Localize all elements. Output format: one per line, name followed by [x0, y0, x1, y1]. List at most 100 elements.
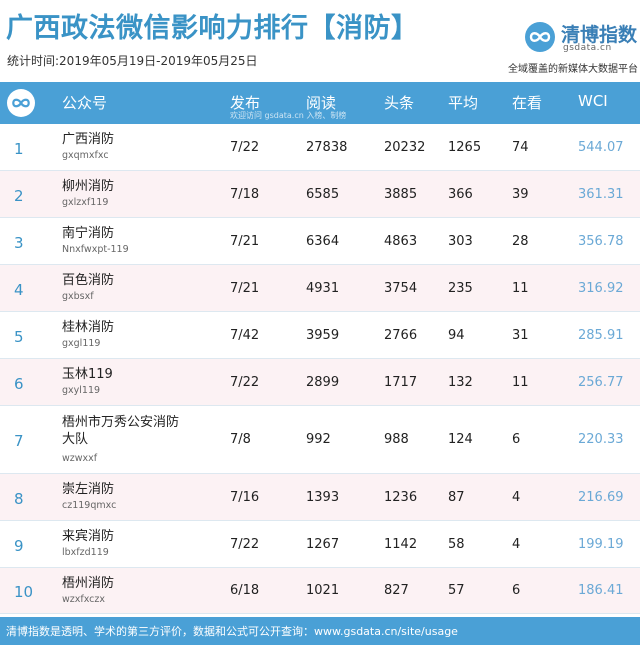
publish-count: 6/18 — [230, 583, 260, 598]
watching-count: 31 — [512, 328, 529, 343]
read-count: 1021 — [306, 583, 340, 598]
column-header-average: 平均 — [448, 94, 479, 112]
rank-number: 4 — [14, 281, 24, 299]
headline-read-count: 3885 — [384, 187, 418, 202]
table-row: 4 百色消防 gxbsxf 7/21 4931 3754 235 11 316.92 — [0, 265, 640, 312]
account-id: gxbsxf — [62, 291, 94, 302]
account-name: 百色消防 — [62, 273, 115, 288]
watching-count: 11 — [512, 375, 529, 390]
account-name: 梧州市万秀公安消防大队 — [62, 415, 180, 447]
headline-read-count: 2766 — [384, 328, 418, 343]
wci-score: 544.07 — [578, 140, 624, 155]
table-row: 2 柳州消防 gxlzxf119 7/18 6585 3885 366 39 361.31 — [0, 171, 640, 218]
read-count: 2899 — [306, 375, 340, 390]
account-name: 崇左消防 — [62, 482, 115, 497]
rank-number: 6 — [14, 375, 24, 393]
headline-read-count: 1142 — [384, 537, 418, 552]
wci-score: 285.91 — [578, 328, 624, 343]
read-count: 1393 — [306, 490, 340, 505]
rank-number: 2 — [14, 187, 24, 205]
account-id: cz119qmxc — [62, 500, 117, 511]
wci-score: 356.78 — [578, 234, 624, 249]
account-id: gxlzxf119 — [62, 197, 109, 208]
table-row: 1 广西消防 gxqmxfxc 7/22 27838 20232 1265 74 544.07 — [0, 124, 640, 171]
average-read-count: 124 — [448, 432, 473, 447]
publish-count: 7/16 — [230, 490, 260, 505]
account-id: gxyl119 — [62, 385, 101, 396]
rank-number: 8 — [14, 490, 24, 508]
read-count: 6585 — [306, 187, 340, 202]
read-count: 1267 — [306, 537, 340, 552]
average-read-count: 132 — [448, 375, 473, 390]
rank-number: 9 — [14, 537, 24, 555]
logo-domain: gsdata.cn — [563, 43, 612, 53]
column-header-watching: 在看 — [512, 94, 543, 112]
table-row: 8 崇左消防 cz119qmxc 7/16 1393 1236 87 4 216.69 — [0, 474, 640, 521]
publish-count: 7/22 — [230, 375, 260, 390]
wci-score: 220.33 — [578, 432, 624, 447]
account-name: 梧州消防 — [62, 576, 115, 591]
watching-count: 6 — [512, 432, 521, 447]
header-watermark: 欢迎访问 gsdata.cn 入榜、制榜 — [230, 111, 347, 120]
table-row: 5 桂林消防 gxgl119 7/42 3959 2766 94 31 285.91 — [0, 312, 640, 359]
wci-score: 186.41 — [578, 583, 624, 598]
account-id: lbxfzd119 — [62, 547, 109, 558]
column-header-read: 阅读 — [306, 94, 337, 112]
rank-number: 7 — [14, 432, 24, 450]
table-row: 6 玉林119 gxyl119 7/22 2899 1717 132 11 256.77 — [0, 359, 640, 406]
account-id: wzxfxczx — [62, 594, 106, 605]
logo-text: 清博指数 — [561, 24, 638, 46]
wci-score: 256.77 — [578, 375, 624, 390]
rank-number: 3 — [14, 234, 24, 252]
table-header: 公众号 发布 阅读 头条 平均 在看 WCI 欢迎访问 gsdata.cn 入榜… — [0, 82, 640, 124]
watching-count: 74 — [512, 140, 529, 155]
account-name: 广西消防 — [62, 132, 115, 147]
table-row: 10 梧州消防 wzxfxczx 6/18 1021 827 57 6 186.41 — [0, 568, 640, 614]
statistics-period: 统计时间:2019年05月19日-2019年05月25日 — [7, 54, 258, 68]
report-header: 广西政法微信影响力排行【消防】 统计时间:2019年05月19日-2019年05… — [0, 0, 640, 82]
column-header-publish: 发布 — [230, 94, 261, 112]
table-row: 9 来宾消防 lbxfzd119 7/22 1267 1142 58 4 199.19 — [0, 521, 640, 568]
average-read-count: 366 — [448, 187, 473, 202]
read-count: 992 — [306, 432, 331, 447]
account-name: 南宁消防 — [62, 226, 115, 241]
headline-read-count: 3754 — [384, 281, 418, 296]
infinity-logo-icon — [525, 22, 555, 52]
column-header-wci: WCI — [578, 92, 608, 110]
watching-count: 11 — [512, 281, 529, 296]
account-name: 来宾消防 — [62, 529, 115, 544]
table-row: 3 南宁消防 Nnxfwxpt-119 7/21 6364 4863 303 28 356.78 — [0, 218, 640, 265]
account-id: gxqmxfxc — [62, 150, 109, 161]
publish-count: 7/22 — [230, 537, 260, 552]
headline-read-count: 1717 — [384, 375, 418, 390]
page-title: 广西政法微信影响力排行【消防】 — [6, 13, 419, 44]
wci-score: 216.69 — [578, 490, 624, 505]
publish-count: 7/21 — [230, 281, 260, 296]
watching-count: 39 — [512, 187, 529, 202]
account-id: gxgl119 — [62, 338, 101, 349]
rank-number: 5 — [14, 328, 24, 346]
read-count: 6364 — [306, 234, 340, 249]
table-row: 7 梧州市万秀公安消防大队 wzwxxf 7/8 992 988 124 6 220.33 — [0, 406, 640, 474]
publish-count: 7/42 — [230, 328, 260, 343]
column-header-headline: 头条 — [384, 94, 415, 112]
publish-count: 7/21 — [230, 234, 260, 249]
account-name: 柳州消防 — [62, 179, 115, 194]
headline-read-count: 827 — [384, 583, 409, 598]
column-header-account: 公众号 — [62, 94, 108, 112]
average-read-count: 303 — [448, 234, 473, 249]
publish-count: 7/8 — [230, 432, 251, 447]
watching-count: 6 — [512, 583, 521, 598]
publish-count: 7/22 — [230, 140, 260, 155]
account-name: 玉林119 — [62, 367, 113, 382]
logo-tagline: 全域覆盖的新媒体大数据平台 — [508, 64, 638, 75]
average-read-count: 235 — [448, 281, 473, 296]
footer-text: 清博指数是透明、学术的第三方评价，数据和公式可公开查询：www.gsdata.c… — [6, 625, 458, 638]
infinity-logo-icon — [7, 89, 35, 117]
watching-count: 4 — [512, 537, 521, 552]
rank-number: 10 — [14, 583, 34, 601]
read-count: 3959 — [306, 328, 340, 343]
average-read-count: 87 — [448, 490, 465, 505]
headline-read-count: 4863 — [384, 234, 418, 249]
watching-count: 4 — [512, 490, 521, 505]
